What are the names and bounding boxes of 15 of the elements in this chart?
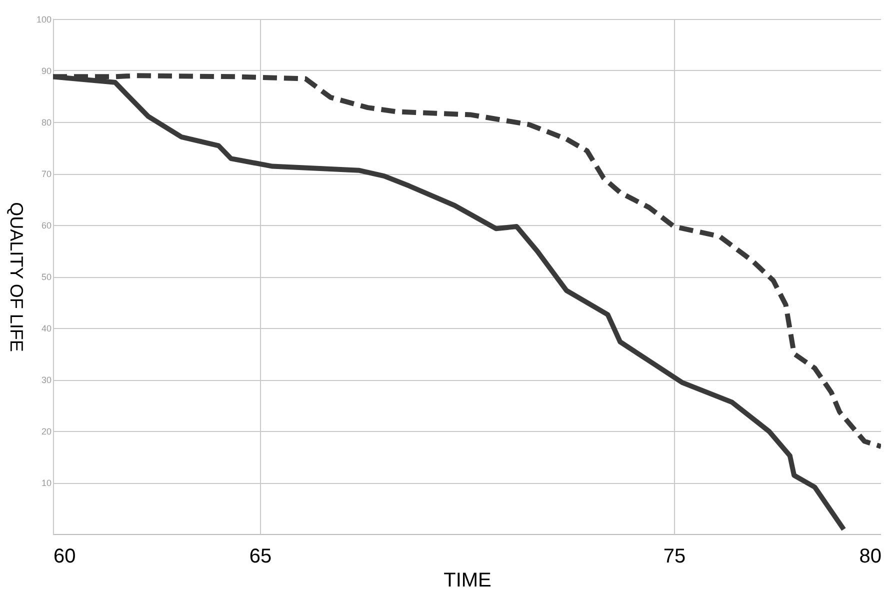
y-tick-label: 60 bbox=[41, 220, 52, 230]
x-tick-label: 65 bbox=[249, 546, 272, 568]
y-tick-label: 100 bbox=[36, 14, 52, 24]
y-tick-label: 30 bbox=[41, 375, 52, 385]
y-tick-label: 90 bbox=[41, 66, 52, 76]
x-tick-label: 75 bbox=[663, 546, 686, 568]
x-axis-title: TIME bbox=[444, 570, 492, 592]
y-tick-label: 10 bbox=[41, 478, 52, 488]
y-axis-title: QUALITY OF LIFE bbox=[6, 202, 26, 352]
y-tick-label: 40 bbox=[41, 324, 52, 334]
y-tick-label: 20 bbox=[41, 426, 52, 436]
x-tick-label: 80 bbox=[859, 546, 882, 568]
y-tick-label: 50 bbox=[41, 272, 52, 282]
y-tick-label: 70 bbox=[41, 169, 52, 179]
y-tick-label: 80 bbox=[41, 118, 52, 128]
